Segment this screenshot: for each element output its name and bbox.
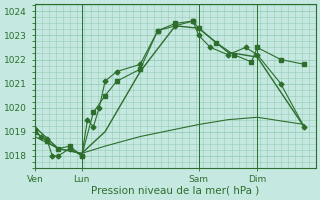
X-axis label: Pression niveau de la mer( hPa ): Pression niveau de la mer( hPa ) [91, 186, 260, 196]
